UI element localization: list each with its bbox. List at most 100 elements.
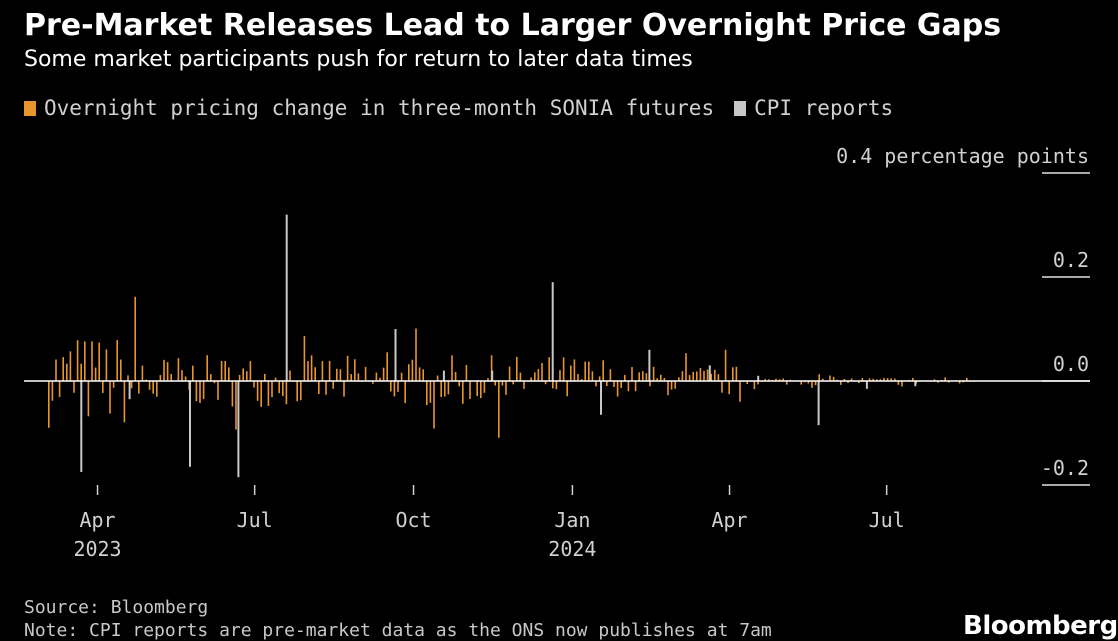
- sonia-bar: [739, 381, 741, 402]
- sonia-bar: [346, 355, 349, 381]
- sonia-bar: [393, 381, 396, 397]
- sonia-bar: [876, 379, 878, 381]
- sonia-bar: [278, 381, 280, 394]
- sonia-bar: [422, 369, 424, 381]
- sonia-bar: [310, 355, 313, 381]
- sonia-bar: [577, 373, 579, 381]
- sonia-bar: [818, 374, 820, 381]
- sonia-bar: [505, 381, 507, 395]
- chart-plot: 0.4 percentage points 0.2 0.0 -0.2 Apr 2023 Ju…: [24, 144, 1090, 561]
- sonia-bar: [724, 349, 727, 381]
- sonia-bar: [735, 366, 738, 381]
- sonia-bar: [390, 381, 392, 392]
- sonia-bar: [130, 381, 133, 389]
- sonia-bar: [768, 379, 770, 381]
- sonia-bar: [660, 374, 662, 381]
- sonia-bar: [537, 369, 540, 381]
- sonia-bar: [616, 381, 619, 397]
- sonia-bar: [375, 372, 378, 381]
- sonia-bar: [840, 381, 842, 385]
- sonia-bar: [195, 381, 198, 402]
- sonia-bar: [832, 376, 835, 381]
- bloomberg-logo: Bloomberg: [963, 611, 1118, 641]
- y-tick-label: 0.2: [1053, 248, 1089, 272]
- sonia-bar: [890, 378, 892, 381]
- sonia-bar: [372, 381, 374, 384]
- sonia-bar: [642, 371, 644, 381]
- legend-swatch-sonia: [24, 100, 36, 116]
- sonia-bar: [314, 367, 316, 381]
- legend-label-cpi: CPI reports: [754, 96, 894, 120]
- sonia-bar: [894, 378, 896, 381]
- sonia-bar: [109, 381, 111, 414]
- sonia-bar: [476, 381, 478, 397]
- sonia-bar: [76, 340, 79, 381]
- sonia-bar: [192, 365, 194, 381]
- cpi-bar: [285, 214, 288, 381]
- sonia-bar: [328, 360, 331, 381]
- sonia-bar: [598, 376, 601, 381]
- cpi-bar: [708, 365, 711, 381]
- sonia-bar: [159, 375, 162, 381]
- sonia-bar: [696, 371, 698, 381]
- sonia-bar: [800, 381, 802, 385]
- sonia-bar: [382, 367, 385, 381]
- sonia-bar: [220, 361, 223, 381]
- sonia-bar: [465, 365, 468, 381]
- sonia-bar: [454, 371, 457, 381]
- sonia-bar: [98, 342, 100, 381]
- sonia-bar: [138, 381, 140, 394]
- sonia-bar: [631, 367, 633, 381]
- sonia-bar: [606, 381, 608, 387]
- sonia-bar: [847, 381, 849, 384]
- sonia-bar: [786, 381, 788, 385]
- sonia-bar: [584, 361, 586, 381]
- cpi-bar: [394, 329, 397, 381]
- x-tick-year-label: 2024: [548, 537, 596, 561]
- sonia-bar: [512, 381, 514, 385]
- sonia-bar: [746, 381, 748, 384]
- sonia-bar: [318, 381, 320, 395]
- sonia-bar: [638, 372, 640, 381]
- sonia-bar: [199, 381, 201, 403]
- sonia-bar: [573, 359, 576, 381]
- sonia-bar: [498, 381, 500, 438]
- sonia-bar: [912, 377, 914, 381]
- source-note: Source: Bloomberg: [24, 597, 209, 618]
- sonia-bar: [958, 381, 961, 384]
- sonia-bar: [663, 377, 666, 381]
- sonia-bar: [181, 370, 183, 381]
- sonia-bar: [458, 381, 460, 387]
- sonia-bar: [811, 381, 813, 388]
- sonia-bar: [249, 361, 252, 381]
- sonia-bar: [55, 359, 57, 381]
- chart-title: Pre-Market Releases Lead to Larger Overn…: [24, 8, 1002, 43]
- sonia-bar: [58, 381, 61, 397]
- sonia-bar: [202, 381, 205, 400]
- sonia-bar: [379, 377, 381, 381]
- sonia-bar: [674, 381, 676, 389]
- y-tick-label: -0.2: [1041, 456, 1089, 480]
- sonia-bar: [570, 365, 572, 381]
- sonia-bar: [411, 359, 414, 381]
- legend-item-sonia: Overnight pricing change in three-month …: [24, 96, 714, 120]
- sonia-bar: [555, 381, 558, 390]
- sonia-bar: [624, 374, 626, 381]
- sonia-bar: [883, 377, 885, 381]
- sonia-bar: [541, 363, 543, 381]
- sonia-bar: [400, 372, 403, 381]
- sonia-bar: [613, 381, 615, 388]
- sonia-bar: [933, 379, 936, 381]
- sonia-bar: [300, 381, 302, 401]
- sonia-bar: [289, 370, 291, 381]
- sonia-bar: [156, 381, 158, 397]
- sonia-bar: [217, 381, 219, 400]
- sonia-bar: [84, 341, 86, 381]
- sonia-bar: [487, 378, 489, 381]
- sonia-bar: [127, 375, 129, 381]
- cpi-bar: [865, 381, 868, 389]
- sonia-bar: [620, 381, 622, 389]
- sonia-bar: [94, 367, 97, 381]
- x-tick-label: Jul: [869, 508, 905, 532]
- sonia-bar: [415, 328, 417, 381]
